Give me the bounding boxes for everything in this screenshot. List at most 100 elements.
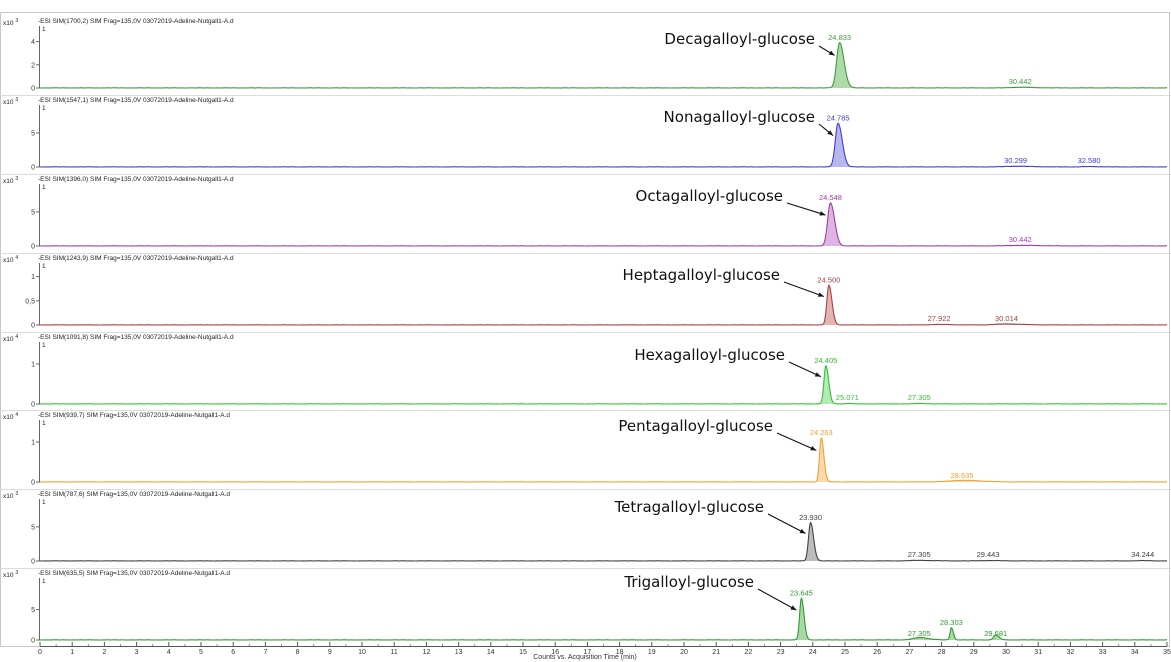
x-tick-label: 0 — [38, 649, 42, 656]
y-scale-exponent: 4 — [15, 334, 18, 340]
y-tick-label: 0 — [31, 559, 35, 566]
x-tick-label: 34 — [1131, 649, 1139, 656]
annotation-arrow — [767, 513, 806, 534]
panel-header: -ESI SIM(1091,8) SIM Frag=135,0V 0307201… — [38, 334, 234, 341]
chromatogram-panel-1: -ESI SIM(1700,2) SIM Frag=135,0V 0307201… — [3, 18, 1168, 93]
peak-label: 24.405 — [814, 356, 837, 365]
peak-label: 32.580 — [1078, 156, 1101, 165]
compound-annotation: Decagalloyl-glucose — [664, 30, 815, 48]
panel-header: -ESI SIM(1547,1) SIM Frag=135,0V 0307201… — [38, 97, 234, 104]
x-tick-label: 26 — [873, 649, 881, 656]
x-tick-label: 15 — [519, 649, 527, 656]
trace-line — [39, 364, 1168, 405]
y-scale-label: x10 — [3, 572, 14, 579]
peak-label: 24.500 — [817, 275, 840, 284]
x-tick-label: 16 — [551, 649, 559, 656]
x-tick-label: 10 — [358, 649, 366, 656]
peak-label: 30.014 — [995, 314, 1018, 323]
y-tick-label: 2 — [31, 62, 35, 69]
peak-label: 27.922 — [928, 314, 951, 323]
peak-label: 27.305 — [908, 629, 931, 638]
x-tick-label: 19 — [648, 649, 656, 656]
annotation-arrow — [786, 202, 826, 216]
y-tick-label: 0,5 — [25, 298, 35, 305]
y-scale-label: x10 — [3, 493, 14, 500]
trace-marker: 1 — [42, 263, 46, 270]
x-tick-label: 28 — [938, 649, 946, 656]
peak-label: 34.244 — [1131, 550, 1154, 559]
peak-label: 24.263 — [810, 428, 833, 437]
annotation-arrow — [757, 588, 797, 611]
y-tick-label: 5 — [31, 209, 35, 216]
annotation-arrowhead — [828, 50, 835, 56]
annotation-arrowhead — [817, 292, 824, 297]
y-scale-label: x10 — [3, 178, 14, 185]
y-scale-exponent: 3 — [15, 18, 18, 24]
y-tick-label: 0 — [31, 165, 35, 172]
trace-fill — [40, 123, 1167, 167]
panel-header: -ESI SIM(1700,2) SIM Frag=135,0V 0307201… — [38, 18, 234, 25]
x-tick-label: 21 — [712, 649, 720, 656]
peak-label: 24.833 — [828, 33, 851, 42]
annotation-arrow — [783, 281, 825, 297]
compound-annotation: Trigalloyl-glucose — [623, 573, 754, 591]
panel-header: -ESI SIM(1396,0) SIM Frag=135,0V 0307201… — [38, 176, 234, 183]
panel-header: -ESI SIM(635,5) SIM Frag=135,0V 03072019… — [38, 570, 230, 577]
peak-label: 30.299 — [1004, 156, 1027, 165]
y-scale-exponent: 3 — [15, 491, 18, 497]
trace-fill — [40, 438, 1167, 482]
x-tick-label: 17 — [584, 649, 592, 656]
x-tick-label: 25 — [841, 649, 849, 656]
x-tick-label: 33 — [1099, 649, 1107, 656]
annotation-arrowhead — [814, 372, 821, 377]
x-tick-label: 35 — [1163, 649, 1171, 656]
x-tick-label: 11 — [391, 649, 398, 656]
compound-annotation: Hexagalloyl-glucose — [634, 346, 785, 364]
trace-marker: 1 — [42, 342, 46, 349]
y-tick-label: 0 — [31, 323, 35, 330]
y-scale-exponent: 4 — [15, 412, 18, 418]
chromatogram-panel-8: -ESI SIM(635,5) SIM Frag=135,0V 03072019… — [0, 568, 1171, 645]
x-tick-label: 9 — [328, 649, 332, 656]
y-tick-label: 1 — [31, 274, 35, 281]
peak-label: 23.930 — [799, 513, 822, 522]
x-tick-label: 3 — [135, 649, 139, 656]
peak-label: 27.305 — [908, 550, 931, 559]
panel-header: -ESI SIM(939,7) SIM Frag=135,0V 03072019… — [38, 412, 230, 419]
trace-fill — [40, 42, 1167, 88]
y-scale-exponent: 3 — [15, 176, 18, 182]
y-tick-label: 0 — [31, 244, 35, 251]
trace-marker: 1 — [42, 184, 46, 191]
chromatogram-panel-4: -ESI SIM(1243,9) SIM Frag=135,0V 0307201… — [0, 253, 1171, 330]
annotation-arrow — [776, 432, 817, 451]
x-tick-label: 14 — [487, 649, 495, 656]
peak-label: 25.071 — [836, 393, 859, 402]
compound-annotation: Heptagalloyl-glucose — [623, 266, 780, 284]
trace-fill — [40, 365, 1167, 404]
x-tick-label: 12 — [423, 649, 431, 656]
annotation-arrowhead — [790, 605, 797, 611]
annotation-arrowhead — [799, 528, 806, 534]
annotation-arrowhead — [819, 211, 826, 216]
y-tick-label: 0 — [31, 638, 35, 645]
peak-label: 24.548 — [819, 193, 842, 202]
trace-marker: 1 — [42, 578, 46, 585]
trace-marker: 1 — [42, 499, 46, 506]
y-tick-label: 4 — [31, 39, 35, 46]
peak-label: 28.635 — [951, 471, 974, 480]
chromatogram-panel-5: -ESI SIM(1091,8) SIM Frag=135,0V 0307201… — [0, 332, 1171, 409]
compound-annotation: Tetragalloyl-glucose — [614, 498, 764, 516]
trace-marker: 1 — [42, 420, 46, 427]
y-scale-label: x10 — [3, 20, 14, 27]
chromatogram-panel-7: -ESI SIM(787,6) SIM Frag=135,0V 03072019… — [0, 489, 1171, 566]
x-tick-label: 22 — [745, 649, 753, 656]
compound-annotation: Octagalloyl-glucose — [636, 187, 783, 205]
peak-label: 29.443 — [977, 550, 1000, 559]
y-scale-label: x10 — [3, 99, 14, 106]
y-tick-label: 0 — [31, 86, 35, 93]
x-tick-label: 27 — [906, 649, 914, 656]
y-tick-label: 5 — [31, 524, 35, 531]
annotation-arrowhead — [827, 130, 834, 136]
peak-label: 29.681 — [984, 629, 1007, 638]
y-tick-label: 1 — [31, 440, 35, 447]
